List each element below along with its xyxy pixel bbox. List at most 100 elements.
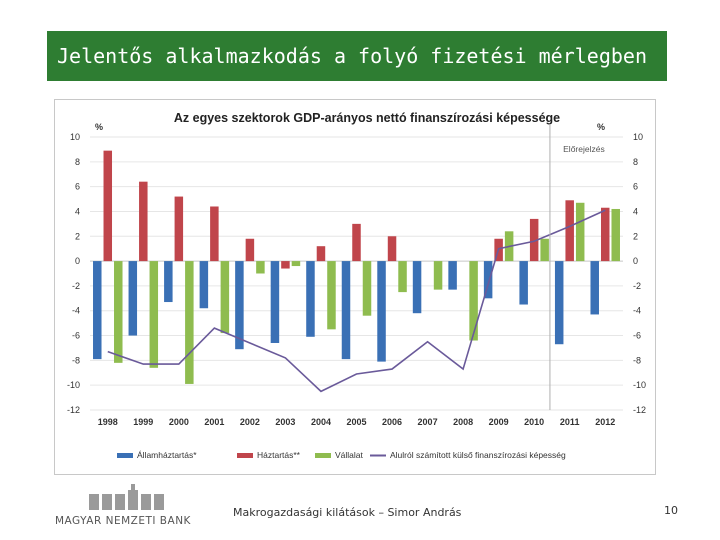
x-tick-label: 1998 [98,417,118,427]
axes-group: 10 10 8 8 6 6 4 4 2 2 0 0 -2 -2 -4 -4 -6 -6 -8 -8 -10 -10 -12 -… [67,124,646,427]
bar-2012-2 [611,208,620,262]
bar-2010-1 [529,218,539,262]
bar-1999-0 [128,261,138,336]
y-tick-label-right: 2 [633,231,638,241]
bar-2000-1 [174,196,184,262]
x-tick-label: 2000 [169,417,189,427]
bar-1999-2 [149,261,159,368]
legend-label: Alulról számított külső finanszírozási k… [390,450,566,460]
bar-2011-2 [575,202,585,262]
legend-label: Háztartás** [257,450,301,460]
x-tick-label: 2005 [346,417,366,427]
x-tick-label: 2009 [489,417,509,427]
x-tick-label: 2002 [240,417,260,427]
bar-2004-0 [306,261,315,337]
line-group [107,209,606,393]
footer-text: Makrogazdasági kilátások – Simor András [233,506,462,519]
x-tick-label: 2008 [453,417,473,427]
bar-2003-1 [281,261,290,269]
bar-2011-0 [554,261,564,345]
y-tick-label-right: -6 [633,331,641,341]
x-tick-label: 2003 [275,417,295,427]
bar-2012-1 [600,207,610,262]
bar-1998-1 [103,150,113,262]
bar-2009-0 [483,261,493,299]
bar-2011-1 [565,200,574,262]
bar-2000-2 [185,261,194,384]
page-number: 10 [664,504,678,517]
x-tick-label: 2010 [524,417,544,427]
y-tick-label-left: -2 [72,281,80,291]
bar-2008-0 [448,261,457,290]
bar-1998-2 [114,261,123,363]
y-tick-label-right: 6 [633,182,638,192]
bar-2001-1 [210,206,219,262]
bar-2007-0 [412,261,422,314]
x-tick-label: 2006 [382,417,402,427]
legend-label: Vállalat [335,450,364,460]
bar-2012-0 [590,261,599,315]
y-tick-label-left: 2 [75,231,80,241]
y-tick-label-left: -10 [67,380,80,390]
y-tick-label-left: 10 [70,132,80,142]
bar-1999-1 [139,181,148,262]
y-axis-unit-left: % [95,122,103,132]
mnb-logo-mark [89,484,164,510]
x-tick-label: 2001 [204,417,224,427]
bar-2000-0 [164,261,173,303]
y-tick-label-right: -8 [633,355,641,365]
bar-2010-2 [540,238,549,262]
bar-2005-0 [341,261,351,360]
y-tick-label-right: 8 [633,157,638,167]
bar-2007-2 [433,261,443,290]
bar-2008-2 [469,261,478,341]
chart-title: Az egyes szektorok GDP-arányos nettó fin… [174,111,560,125]
y-tick-label-right: 4 [633,206,638,216]
bar-2001-0 [199,261,209,309]
x-tick-label: 2004 [311,417,331,427]
x-tick-label: 2007 [418,417,438,427]
bar-2003-2 [291,261,301,267]
bar-2004-1 [316,246,326,262]
bar-1998-0 [93,261,102,360]
legend-swatch [117,453,133,458]
forecast-label: Előrejelzés [563,144,605,154]
y-tick-label-left: -4 [72,306,80,316]
y-tick-label-left: -12 [67,405,80,415]
x-tick-label: 2012 [595,417,615,427]
y-tick-label-left: -8 [72,355,80,365]
bar-2006-2 [398,261,407,293]
bar-2006-1 [387,236,397,262]
legend-swatch [315,453,331,458]
y-tick-label-right: -10 [633,380,646,390]
y-tick-label-right: 10 [633,132,643,142]
y-tick-label-left: 4 [75,206,80,216]
legend-label: Államháztartás* [137,450,197,460]
legend-swatch [237,453,253,458]
y-tick-label-right: -12 [633,405,646,415]
y-tick-label-right: -4 [633,306,641,316]
y-tick-label-left: 6 [75,182,80,192]
bar-2004-2 [327,261,336,330]
y-tick-label-left: 8 [75,157,80,167]
mnb-logo: MAGYAR NEMZETI BANK [55,480,205,532]
legend: Államháztartás* Háztartás** Vállalat Alulró… [117,450,566,460]
bar-2002-0 [235,261,244,350]
bar-2002-2 [256,261,265,274]
bar-2001-2 [220,261,230,334]
bar-2006-0 [377,261,386,362]
external-financing-line [107,209,606,393]
y-tick-label-right: 0 [633,256,638,266]
x-tick-label: 1999 [133,417,153,427]
bar-2010-0 [519,261,528,305]
sector-financing-chart: Az egyes szektorok GDP-arányos nettó fin… [67,111,646,460]
y-axis-unit-right: % [597,122,605,132]
y-tick-label-left: 0 [75,256,80,266]
bar-2005-2 [362,261,372,316]
y-tick-label-right: -2 [633,281,641,291]
slide-title: Jelentős alkalmazkodás a folyó fizetési … [57,44,648,68]
bar-2005-1 [352,223,361,262]
bars-group [93,150,620,384]
logo-text: MAGYAR NEMZETI BANK [55,515,191,527]
bar-2003-0 [270,261,280,343]
